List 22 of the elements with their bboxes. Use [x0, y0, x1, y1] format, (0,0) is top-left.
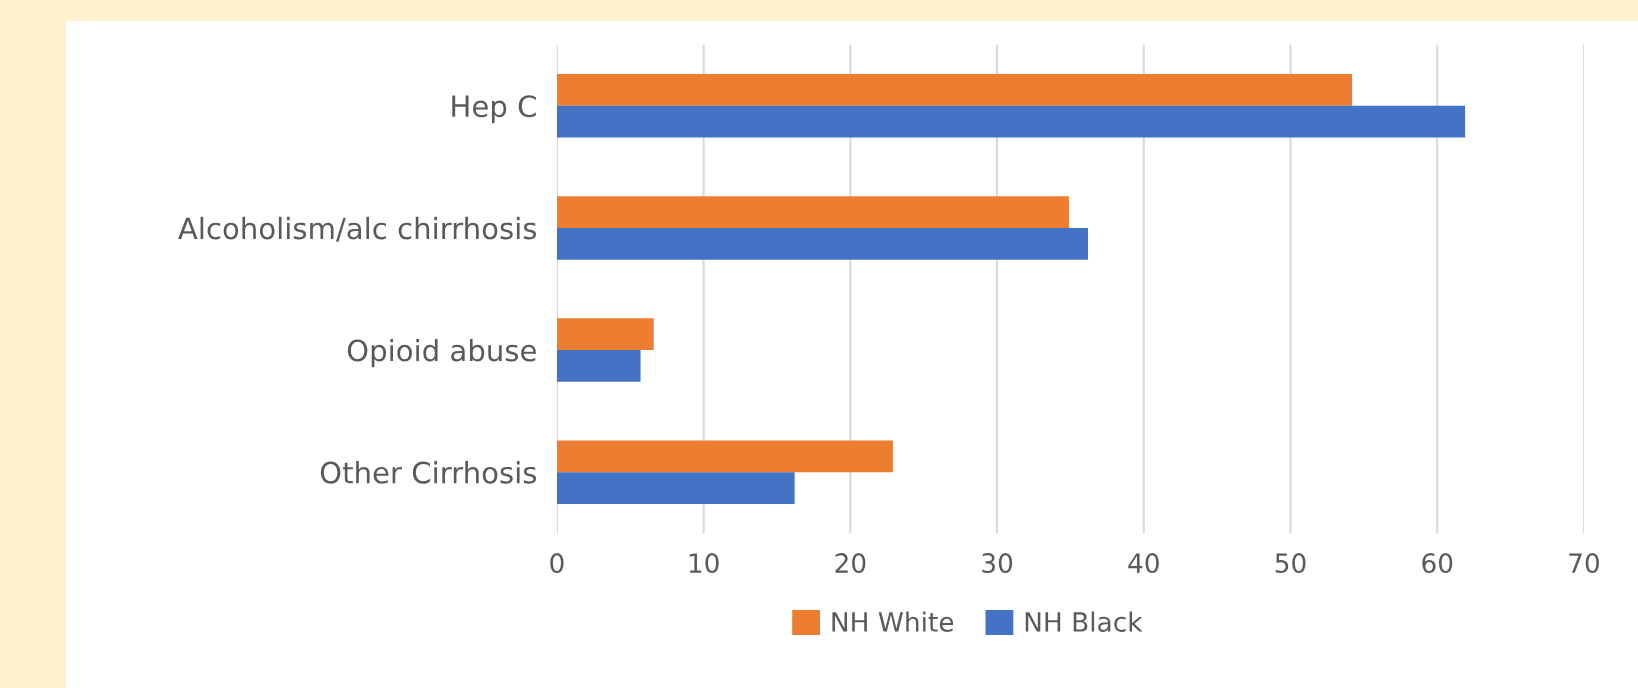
- bar: [556, 318, 654, 351]
- x-tick-label: 0: [550, 553, 564, 574]
- y-tick-label: Alcoholism/alc chirrhosis: [178, 216, 537, 242]
- x-tick-label: 30: [982, 553, 1013, 574]
- x-tick-label: 10: [689, 553, 719, 574]
- bar: [556, 196, 1069, 228]
- legend-label: NH Black: [1025, 611, 1143, 632]
- x-tick-label: 50: [1275, 553, 1306, 574]
- bar: [556, 105, 1466, 138]
- bar: [556, 74, 1353, 106]
- bar: [556, 350, 641, 382]
- x-tick-label: 40: [1128, 553, 1159, 574]
- y-tick-label: Opioid abuse: [347, 338, 536, 368]
- x-tick-label: 20: [835, 553, 866, 574]
- y-tick-label: Hep C: [452, 95, 536, 123]
- x-tick-label: 70: [1569, 553, 1599, 574]
- y-tick-label: Other Cirrhosis: [320, 461, 537, 484]
- bar: [556, 227, 1089, 260]
- bar: [556, 440, 893, 473]
- legend-label: NH White: [832, 611, 954, 632]
- bar: [556, 472, 795, 504]
- x-tick-label: 60: [1422, 553, 1453, 574]
